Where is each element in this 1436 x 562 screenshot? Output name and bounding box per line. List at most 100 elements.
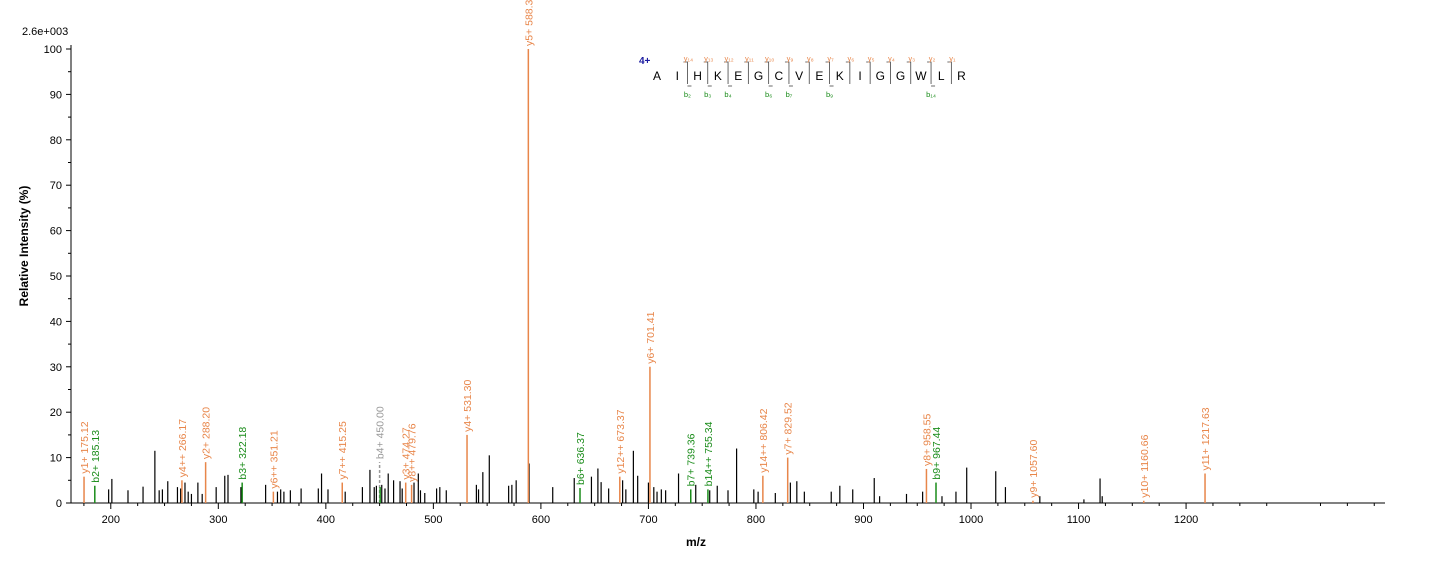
peak-label: b14++ 755.34 [703, 421, 715, 486]
sequence-residue: C [774, 69, 783, 83]
x-axis-label: m/z [686, 535, 706, 549]
sequence-residue: R [957, 69, 966, 83]
b-ion-label: b₆ [765, 90, 772, 99]
y-ion-label: y₆ [847, 54, 854, 63]
peak-label: b3+ 322.18 [237, 427, 249, 480]
y-ion-label: y₁ [949, 54, 956, 63]
peak-label: y8+ 958.55 [921, 414, 933, 466]
b-ion-label: b₇ [786, 90, 793, 99]
sequence-residue: I [858, 69, 861, 83]
sequence-residue: E [815, 69, 823, 83]
y-ion-label: y₉ [787, 54, 794, 63]
peak-label: y1+ 175.12 [79, 421, 91, 473]
x-tick-label: 300 [209, 514, 227, 526]
sequence-residue: G [896, 69, 905, 83]
peak-label: y6+ 701.41 [645, 311, 657, 363]
x-tick-label: 200 [102, 514, 120, 526]
y-tick-label: 20 [50, 407, 62, 419]
y-tick-label: 100 [44, 44, 62, 56]
y-ion-label: y₈ [807, 54, 814, 63]
y-tick-label: 80 [50, 135, 62, 147]
x-tick-label: 600 [532, 514, 550, 526]
y-ion-bracket [744, 61, 749, 84]
x-tick-label: 700 [639, 514, 657, 526]
peak-label: b6+ 636.37 [575, 432, 587, 485]
peak-label: y10+ 1160.66 [1139, 434, 1151, 497]
peak-label: y5+ 588.32 [523, 0, 535, 46]
peak-label: y4+ 531.30 [462, 379, 474, 431]
peak-label: y12++ 673.37 [615, 409, 627, 473]
b-ion-label: b₂ [684, 90, 691, 99]
y-tick-label: 30 [50, 362, 62, 374]
y-tick-label: 10 [50, 453, 62, 465]
y-ion-bracket [784, 61, 790, 84]
sequence-residue: L [938, 69, 945, 83]
y-ion-label: y₁₂ [724, 54, 733, 63]
y-ion-label: y₁₃ [704, 54, 713, 63]
y-ion-bracket [825, 61, 830, 84]
intensity-scale-label: 2.6e+003 [22, 26, 68, 38]
y-ion-bracket [724, 61, 729, 84]
sequence-residue: G [876, 69, 885, 83]
y-ion-label: y₄ [888, 54, 895, 63]
x-tick-label: 1000 [959, 514, 983, 526]
y-axis-label: Relative Intensity (%) [17, 186, 31, 307]
y-ion-label: y₁₄ [684, 54, 693, 63]
y-ion-bracket [845, 61, 851, 84]
y-tick-label: 90 [50, 89, 62, 101]
peak-label: y3+ 474.27 [401, 427, 413, 479]
x-tick-label: 400 [317, 514, 335, 526]
sequence-residue: W [915, 69, 927, 83]
peak-label: y2+ 288.20 [201, 407, 213, 459]
x-tick-label: 800 [747, 514, 765, 526]
y-ion-bracket [764, 61, 770, 84]
sequence-residue: V [795, 69, 803, 83]
y-ion-label: y₂ [929, 54, 936, 63]
y-ion-bracket [927, 61, 932, 84]
b-ion-label: b₃ [704, 90, 711, 99]
peak-label: b9+ 967.44 [931, 427, 943, 480]
sequence-residue: A [653, 69, 661, 83]
y-tick-label: 0 [56, 498, 62, 510]
y-ion-label: y₃ [908, 54, 915, 63]
sequence-residue: E [734, 69, 742, 83]
peak-label: b7+ 739.36 [686, 433, 698, 486]
peak-label: y8++ 479.76 [407, 423, 419, 482]
sequence-residue: G [754, 69, 763, 83]
peak-label: y9+ 1057.60 [1028, 439, 1040, 497]
y-ion-bracket [866, 61, 871, 84]
y-tick-label: 70 [50, 180, 62, 192]
charge-label: 4+ [639, 56, 651, 67]
peak-label: y14++ 806.42 [758, 408, 770, 472]
y-ion-bracket [683, 61, 688, 84]
peaks [83, 49, 1206, 503]
peak-label: b4+ 450.00 [375, 406, 387, 459]
y-ion-label: y₅ [868, 54, 875, 63]
sequence-residue: K [714, 69, 722, 83]
peak-label: y7+ 829.52 [783, 402, 795, 454]
y-tick-label: 40 [50, 316, 62, 328]
y-ion-bracket [906, 61, 912, 84]
x-tick-label: 500 [424, 514, 442, 526]
sequence-residue: H [693, 69, 702, 83]
y-tick-label: 50 [50, 271, 62, 283]
y-ion-label: y₁₀ [765, 54, 774, 63]
x-tick-label: 900 [854, 514, 872, 526]
peak-label: y11+ 1217.63 [1200, 407, 1212, 470]
peak-label: y4++ 266.17 [177, 419, 189, 478]
x-tick-label: 1200 [1174, 514, 1198, 526]
y-ion-bracket [947, 61, 952, 84]
y-tick-label: 60 [50, 226, 62, 238]
b-ion-label: b₁₄ [926, 90, 936, 99]
b-ion-label: b₉ [826, 90, 833, 99]
y-ion-label: y₁₁ [745, 54, 754, 63]
y-ion-label: y₇ [827, 54, 834, 63]
y-ion-bracket [886, 61, 891, 84]
y-ion-bracket [805, 61, 810, 84]
peak-label: y6++ 351.21 [268, 430, 280, 489]
sequence-residue: K [836, 69, 844, 83]
peak-label: b2+ 185.13 [90, 430, 102, 483]
